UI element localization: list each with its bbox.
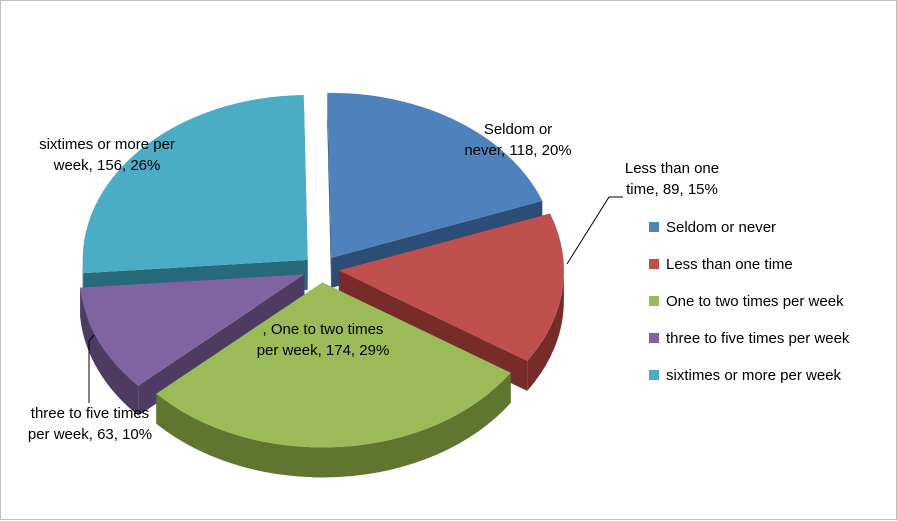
pie-slices <box>80 92 564 478</box>
slice-three-to-five-times-per-week-side <box>80 287 139 416</box>
data-label-line: Seldom or <box>484 121 552 138</box>
data-label-line: never, 118, 20% <box>464 142 571 159</box>
chart-legend: Seldom or never Less than one time One to … <box>649 215 849 400</box>
legend-swatch <box>649 259 659 269</box>
leader-lines <box>88 196 623 403</box>
slice-one-to-two-times-per-week <box>156 282 511 448</box>
legend-swatch <box>649 370 659 380</box>
slice-less-than-one-time-side <box>527 270 564 391</box>
data-label: Seldom or never, 118, 20% <box>464 121 571 159</box>
legend-item: Seldom or never <box>649 215 849 239</box>
data-label-line: Less than one <box>625 160 719 177</box>
legend-swatch <box>649 333 659 343</box>
legend-swatch <box>649 222 659 232</box>
data-label-line: per week, 63, 10% <box>28 426 152 443</box>
slice-seldom-or-never <box>327 92 543 258</box>
legend-item: One to two times per week <box>649 289 849 313</box>
slice-three-to-five-times-per-week <box>80 274 305 386</box>
data-label-line: three to five times <box>31 405 149 422</box>
slice-less-than-one-time <box>338 213 564 361</box>
data-label-line: sixtimes or more per <box>39 136 175 153</box>
data-label-line: per week, 174, 29% <box>257 342 390 359</box>
data-label-line: , One to two times <box>263 321 384 338</box>
legend-label: One to two times per week <box>666 292 844 310</box>
legend-label: sixtimes or more per week <box>666 366 842 384</box>
legend-label: Less than one time <box>666 255 793 273</box>
data-label: Less than one time, 89, 15% <box>625 160 719 198</box>
data-label: , One to two times per week, 174, 29% <box>257 321 390 359</box>
slice-one-to-two-times-per-week-side <box>156 372 511 478</box>
legend-item: sixtimes or more per week <box>649 363 849 387</box>
data-label: sixtimes or more per week, 156, 26% <box>39 136 175 174</box>
leader-line-three-to-five <box>88 334 95 403</box>
legend-label: three to five times per week <box>666 329 850 347</box>
legend-item: Less than one time <box>649 252 849 276</box>
leader-line-less-than-one-time <box>566 196 623 265</box>
data-label-line: week, 156, 26% <box>53 157 161 174</box>
slice-sixtimes-or-more-per-week <box>82 94 308 274</box>
legend-label: Seldom or never <box>666 218 777 236</box>
legend-item: three to five times per week <box>649 326 849 350</box>
data-label-line: time, 89, 15% <box>626 181 718 198</box>
slice-seldom-or-never-wall-start <box>327 92 332 288</box>
data-label: three to five times per week, 63, 10% <box>28 405 152 443</box>
legend-swatch <box>649 296 659 306</box>
